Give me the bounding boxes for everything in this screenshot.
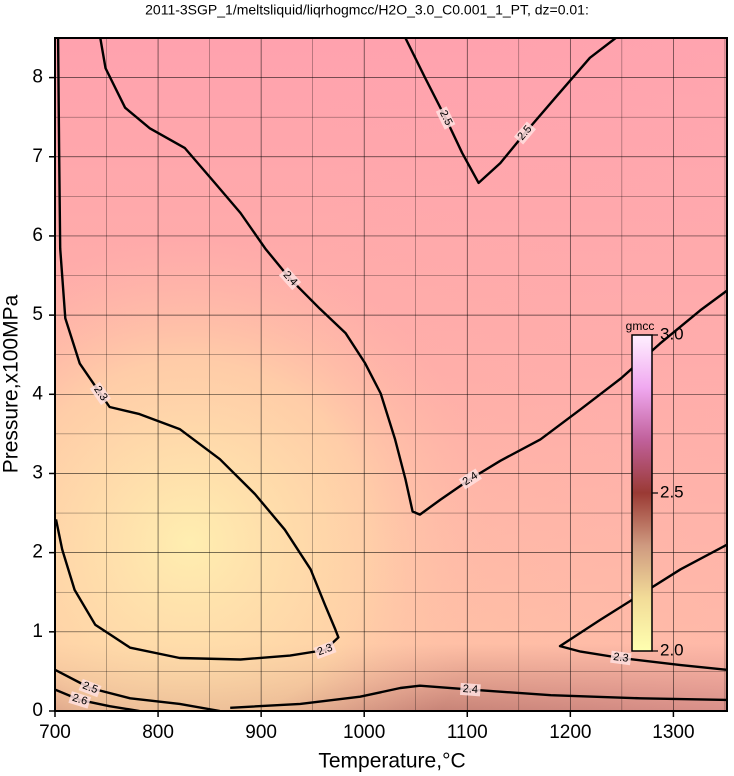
- colorbar: gmcc 2.0 2.5 3.0: [626, 319, 684, 659]
- contour-label-group: 2.5: [78, 678, 102, 698]
- chart-title: 2011-3SGP_1/meltsliquid/liqrhogmcc/H2O_3…: [145, 2, 589, 18]
- y-tick-label: 1: [32, 621, 43, 642]
- x-axis-label: Temperature,°C: [318, 750, 465, 773]
- colorbar-tick-label: 2.0: [660, 640, 684, 659]
- field: [55, 38, 727, 711]
- contour-label-bg: [68, 691, 92, 709]
- contour-line: [55, 668, 221, 711]
- contour-label-bg: [278, 267, 302, 291]
- y-tick-label: 0: [32, 700, 43, 721]
- x-tick-label: 1000: [343, 722, 385, 743]
- contour-label: 2.6: [71, 692, 89, 708]
- y-tick-label: 7: [32, 146, 43, 167]
- x-tick-label: 700: [39, 722, 71, 743]
- grid: [54, 37, 727, 712]
- contour-label-bg: [610, 650, 632, 666]
- contour-label-group: 2.4: [459, 682, 481, 697]
- contour-label-bg: [313, 640, 337, 660]
- y-tick-label: 6: [32, 225, 43, 246]
- contour-label-bg: [459, 682, 481, 697]
- x-tick-label: 1200: [549, 722, 591, 743]
- contours: [55, 38, 727, 711]
- contour-label: 2.4: [462, 683, 478, 696]
- x-tick-label: 1100: [447, 722, 488, 743]
- contour-label-group: 2.3: [313, 640, 337, 660]
- y-tick-label: 3: [32, 462, 43, 483]
- contour-label-bg: [513, 121, 537, 145]
- y-tick-label: 5: [32, 304, 43, 325]
- contour-line: [404, 38, 617, 185]
- plot-frame: [54, 37, 728, 712]
- contour-label-group: 2.6: [68, 691, 92, 709]
- colorbar-tick-label: 2.5: [660, 482, 684, 501]
- y-tick-label: 8: [32, 67, 43, 88]
- x-tick-label: 800: [142, 722, 174, 743]
- contour-label-bg: [89, 381, 111, 406]
- contour-line: [55, 688, 140, 711]
- contour-line: [230, 684, 727, 709]
- colorbar-ramp: [631, 334, 653, 652]
- contour-label-bg: [435, 106, 456, 130]
- y-axis-label: Pressure,x100MPa: [0, 294, 23, 473]
- contour-label-bg: [458, 468, 483, 490]
- y-tick-label: 4: [32, 383, 43, 404]
- y-tick-label: 2: [32, 542, 43, 563]
- x-tick-label: 1300: [652, 722, 694, 743]
- contour-label: 2.3: [316, 642, 335, 659]
- colorbar-tick-label: 3.0: [660, 324, 684, 343]
- contour-line: [558, 543, 727, 671]
- contour-line: [99, 38, 727, 516]
- contour-label-bg: [78, 678, 102, 698]
- axes: 700 800 900 1000 1100 1200 1300 0 1 2 3 4 5 6 7 8: [32, 67, 694, 743]
- contour-label: 2.3: [612, 651, 629, 665]
- colorbar-label: gmcc: [626, 319, 655, 333]
- x-tick-label: 900: [245, 722, 277, 743]
- contour-label-group: 2.5: [435, 106, 456, 130]
- contour-label: 2.5: [81, 680, 100, 697]
- contour-line: [55, 38, 340, 661]
- contour-label-group: 2.3: [610, 650, 632, 666]
